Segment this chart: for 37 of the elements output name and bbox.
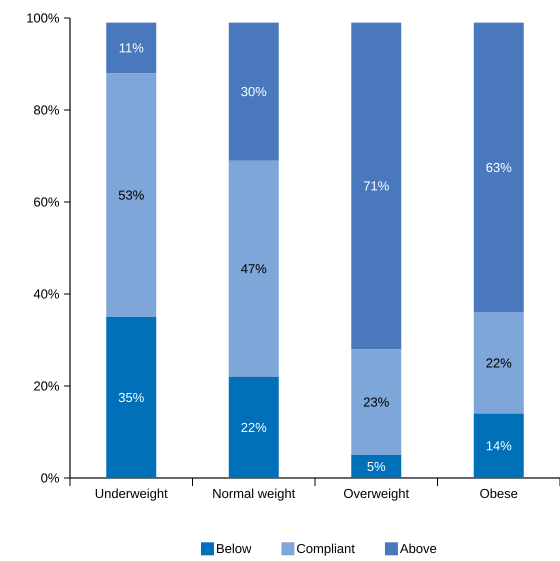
bar [474,414,524,478]
data-label: 23% [364,397,389,407]
data-label: 35% [118,392,144,402]
x-tick-label: Obese [480,488,518,498]
bar [351,22,402,350]
data-label: 11% [120,43,144,52]
y-tick-label: 40% [34,289,60,299]
bar [106,73,156,317]
bar [474,312,524,414]
legend-label: Compliant [297,544,355,556]
data-label: 22% [241,422,266,432]
y-tick-label: 60% [34,197,60,207]
data-label: 30% [241,86,266,96]
y-tick-label: 20% [34,381,60,391]
legend-label: Below [217,544,252,554]
legend-label: Above [400,544,436,554]
data-label: 47% [241,264,266,274]
y-tick-label: 80% [34,105,60,115]
bar [474,22,524,312]
bar [106,316,156,478]
data-label: 63% [486,162,512,172]
bar [228,22,279,161]
x-tick-label: Overweight [344,488,410,501]
data-label: 14% [486,441,512,450]
y-tick-label: 100% [27,13,60,23]
data-label: 53% [118,190,144,200]
bar [228,376,279,478]
data-label: 71% [364,181,389,190]
y-tick-label: 0% [41,473,60,483]
data-label: 5% [367,462,386,472]
bar [106,22,156,74]
bar [351,455,402,478]
data-label: 22% [486,358,512,368]
bar [351,349,402,455]
x-tick-label: Underweight [96,488,168,501]
bar [228,160,279,377]
x-tick-label: Normal weight [213,488,296,501]
